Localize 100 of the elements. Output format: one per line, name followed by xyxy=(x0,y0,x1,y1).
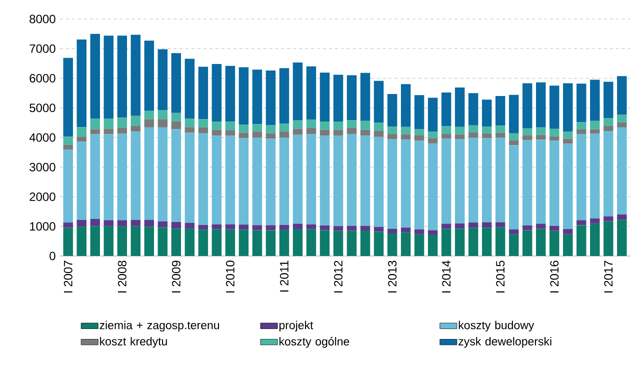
bar xyxy=(617,127,627,215)
bar xyxy=(495,138,506,222)
bar xyxy=(522,135,532,140)
bar xyxy=(468,228,478,256)
x-tick-label: I 2015 xyxy=(496,260,505,292)
bar xyxy=(306,229,316,256)
bar xyxy=(320,230,330,256)
bar xyxy=(563,83,573,132)
bar xyxy=(144,226,154,256)
bar xyxy=(414,229,424,234)
bar xyxy=(482,133,492,138)
bar xyxy=(400,126,411,134)
bar xyxy=(117,118,127,128)
x-tick-label: I 2012 xyxy=(334,260,343,292)
bar xyxy=(428,230,438,235)
bar xyxy=(414,129,424,136)
legend-label: koszt kredytu xyxy=(100,337,167,348)
bar xyxy=(292,224,303,230)
bar xyxy=(266,225,276,230)
bar xyxy=(171,222,182,229)
bar xyxy=(184,222,195,228)
bar xyxy=(590,120,600,130)
bar xyxy=(508,133,519,140)
bar xyxy=(320,130,330,136)
bar xyxy=(604,126,614,131)
bar xyxy=(117,128,127,134)
bar xyxy=(144,127,154,220)
bar xyxy=(171,53,182,113)
bar xyxy=(482,228,492,256)
bar xyxy=(171,129,182,222)
bar xyxy=(158,221,168,228)
bar xyxy=(522,83,532,128)
bar xyxy=(454,126,465,134)
bar xyxy=(333,74,344,122)
bar xyxy=(279,230,290,256)
bar xyxy=(292,62,303,120)
bar xyxy=(225,66,236,122)
bar xyxy=(374,226,384,232)
bar xyxy=(387,228,398,234)
bar xyxy=(130,226,141,256)
bar xyxy=(171,228,182,256)
bar xyxy=(604,118,614,126)
x-tick-label: I 2008 xyxy=(118,260,126,292)
bar xyxy=(617,76,627,115)
bar xyxy=(171,122,182,130)
bar xyxy=(198,66,208,120)
bar xyxy=(495,132,506,138)
x-tick-label: I 2010 xyxy=(226,260,234,292)
bar xyxy=(158,49,168,110)
bar xyxy=(374,136,384,227)
bar xyxy=(360,136,370,226)
bar xyxy=(104,118,114,129)
bar xyxy=(604,82,614,118)
bar xyxy=(550,86,560,129)
bar xyxy=(184,132,195,223)
bar xyxy=(360,130,370,136)
bar xyxy=(104,226,114,256)
bar xyxy=(144,220,154,227)
bar xyxy=(90,118,100,130)
bar xyxy=(225,229,236,256)
bar xyxy=(306,66,316,120)
bar xyxy=(346,230,357,256)
bar xyxy=(252,138,262,226)
bar xyxy=(130,132,141,220)
bar xyxy=(590,80,600,121)
bar xyxy=(76,136,86,142)
bar xyxy=(212,130,222,136)
bar xyxy=(374,130,384,137)
bar xyxy=(117,226,127,256)
bar xyxy=(306,224,316,230)
x-tick-label: I 2016 xyxy=(550,260,559,292)
bar xyxy=(482,222,492,228)
legend-label: koszty ogólne xyxy=(279,336,350,348)
bar xyxy=(617,114,627,122)
bar xyxy=(279,224,290,230)
bar xyxy=(130,220,141,226)
bar xyxy=(374,122,384,131)
bar xyxy=(198,133,208,225)
bar xyxy=(604,216,614,222)
bar xyxy=(333,226,344,231)
bar xyxy=(117,36,127,118)
bar xyxy=(76,127,86,137)
bar xyxy=(441,138,452,224)
bar xyxy=(144,119,154,128)
legend-label: ziemia + zagosp.terenu xyxy=(100,320,220,332)
bar xyxy=(90,226,100,256)
bar xyxy=(292,134,303,224)
bar xyxy=(252,230,262,256)
bar xyxy=(428,234,438,256)
bar xyxy=(225,224,236,230)
bar xyxy=(550,140,560,226)
bar xyxy=(360,120,370,130)
bar xyxy=(563,234,573,256)
bar xyxy=(90,218,100,226)
bar xyxy=(158,119,168,128)
bar xyxy=(550,226,560,231)
legend-label: projekt xyxy=(279,320,314,332)
bar xyxy=(522,128,532,136)
bar xyxy=(590,223,600,256)
bar xyxy=(441,134,452,139)
